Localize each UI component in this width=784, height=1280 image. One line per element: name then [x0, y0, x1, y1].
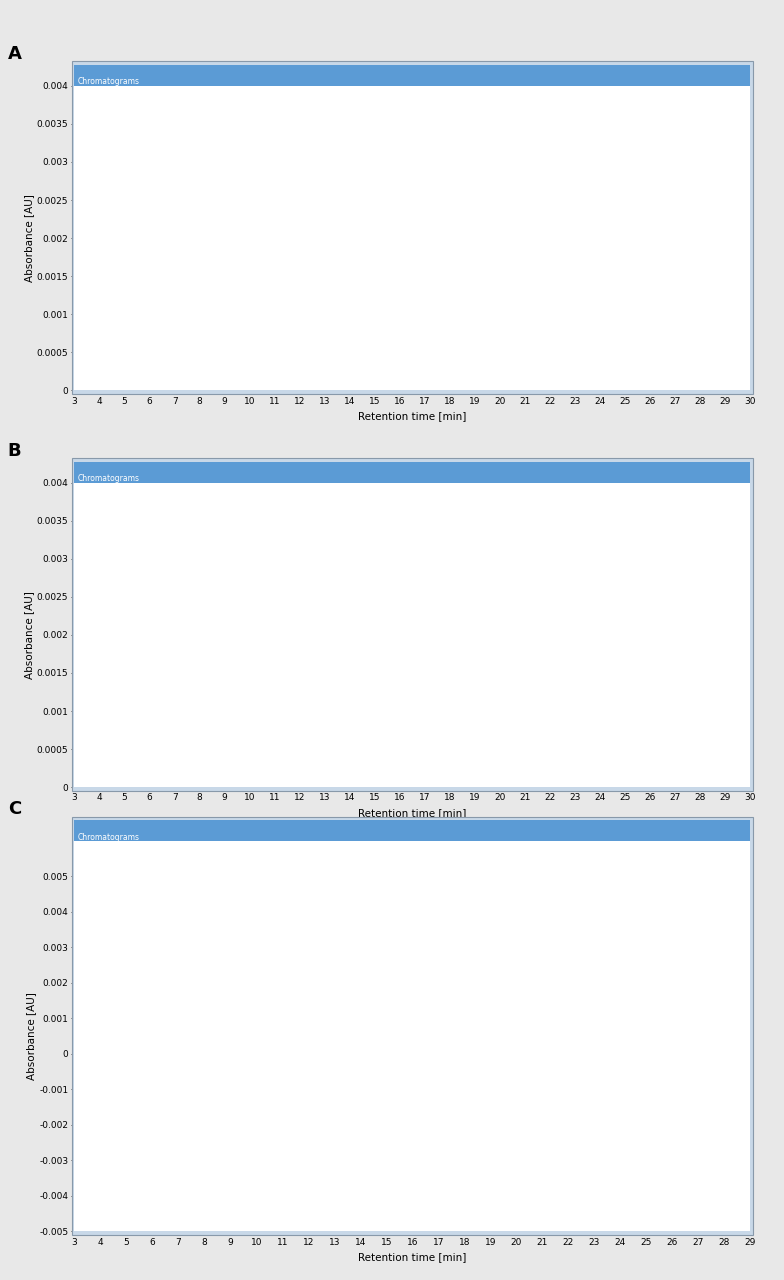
Text: AAG: AAG [330, 96, 353, 106]
Text: 3: 3 [259, 1010, 264, 1019]
Text: GUA: GUA [267, 493, 290, 503]
Text: 5: 5 [347, 311, 353, 320]
Text: Chromatograms: Chromatograms [78, 77, 140, 87]
X-axis label: Retention time [min]: Retention time [min] [358, 1252, 466, 1262]
Text: C: C [8, 800, 21, 818]
Y-axis label: Absorbance [AU]: Absorbance [AU] [24, 195, 34, 282]
Text: regular OST column, 2.1 × 100 mm, P/N 186003950: regular OST column, 2.1 × 100 mm, P/N 18… [95, 541, 367, 552]
Text: 7: 7 [437, 287, 443, 296]
Text: ——: —— [477, 855, 501, 864]
Text: GUA: GUA [267, 855, 290, 864]
Text: AAG: AAG [330, 855, 353, 864]
Text: AGU: AGU [360, 855, 383, 864]
Text: GUA: GUA [267, 96, 290, 106]
Bar [95, 191, 110, 207]
Text: 11: 11 [499, 700, 510, 709]
Y-axis label: Absorbance [AU]: Absorbance [AU] [27, 992, 36, 1080]
Text: AGU: AGU [360, 96, 383, 106]
X-axis label: Retention time [min]: Retention time [min] [358, 808, 466, 818]
Text: 7: 7 [446, 998, 452, 1007]
Text: ACQUITY Premier OST Column, 2.1 × 100 mm, P/N 186009485: ACQUITY Premier OST Column, 2.1 × 100 mm… [95, 145, 420, 155]
Text: CCA: CCA [419, 855, 441, 864]
Text: AUU: AUU [390, 493, 412, 503]
Text: AGU: AGU [360, 493, 383, 503]
Text: UTT: UTT [449, 96, 469, 106]
Text: 8: 8 [450, 294, 456, 303]
Text: CCA: CCA [419, 96, 441, 106]
Text: 8: 8 [457, 741, 463, 750]
Text: UTT: UTT [449, 855, 469, 864]
Bar [95, 588, 110, 604]
Text: 12: 12 [520, 116, 530, 125]
Text: 9: 9 [465, 296, 470, 305]
Text: 3rd injection (0.4 min offset): 3rd injection (0.4 min offset) [95, 952, 245, 963]
Text: 13, 14: 13, 14 [598, 735, 638, 765]
X-axis label: Retention time [min]: Retention time [min] [358, 411, 466, 421]
Text: UTT: UTT [449, 493, 469, 503]
Text: AUU: AUU [390, 855, 412, 864]
Text: 7: 7 [447, 740, 452, 749]
Text: – 21-mer: – 21-mer [477, 96, 526, 106]
Text: B: B [8, 442, 21, 460]
Text: 13: 13 [552, 319, 563, 328]
Text: 2: 2 [180, 324, 185, 333]
Text: 6: 6 [367, 343, 372, 352]
Text: 1st injection: 1st injection [95, 1155, 159, 1165]
Text: 14: 14 [612, 1010, 628, 1029]
Text: 9: 9 [490, 996, 495, 1005]
Text: 4: 4 [329, 993, 335, 1002]
Text: 10: 10 [485, 721, 495, 730]
Text: 2: 2 [194, 1001, 199, 1010]
Y-axis label: Absorbance [AU]: Absorbance [AU] [24, 591, 34, 678]
Text: 2nd injection (0.2 min offset): 2nd injection (0.2 min offset) [95, 1053, 247, 1064]
Text: 14: 14 [564, 332, 575, 340]
Text: – 21-mer: – 21-mer [477, 493, 526, 503]
Text: AUU: AUU [390, 96, 412, 106]
Text: A: A [8, 45, 22, 63]
Text: Red trace: blank preceding sample injection: Red trace: blank preceding sample inject… [114, 195, 344, 205]
Text: 10: 10 [509, 970, 519, 979]
Text: 6: 6 [371, 1012, 376, 1021]
Text: ACC: ACC [301, 493, 323, 503]
Text: CCA: CCA [419, 493, 441, 503]
Text: 8: 8 [462, 998, 467, 1007]
Text: 13: 13 [593, 997, 608, 1024]
Text: Red trace: blank preceding sample injection: Red trace: blank preceding sample inject… [114, 591, 344, 602]
Text: 1: 1 [155, 1004, 160, 1012]
Text: 3: 3 [242, 334, 248, 343]
Text: 9: 9 [470, 742, 475, 751]
Text: 10: 10 [482, 248, 492, 257]
Text: 4: 4 [322, 307, 328, 316]
Text: AAG: AAG [330, 493, 353, 503]
Text: Chromatograms: Chromatograms [78, 474, 140, 484]
Text: 5: 5 [355, 1001, 361, 1010]
Text: Chromatograms: Chromatograms [78, 832, 140, 842]
Text: ACC: ACC [301, 96, 323, 106]
Text: 12: 12 [522, 664, 533, 673]
Text: 1: 1 [110, 348, 114, 357]
Text: ACC: ACC [301, 855, 323, 864]
Text: 11: 11 [503, 219, 513, 228]
